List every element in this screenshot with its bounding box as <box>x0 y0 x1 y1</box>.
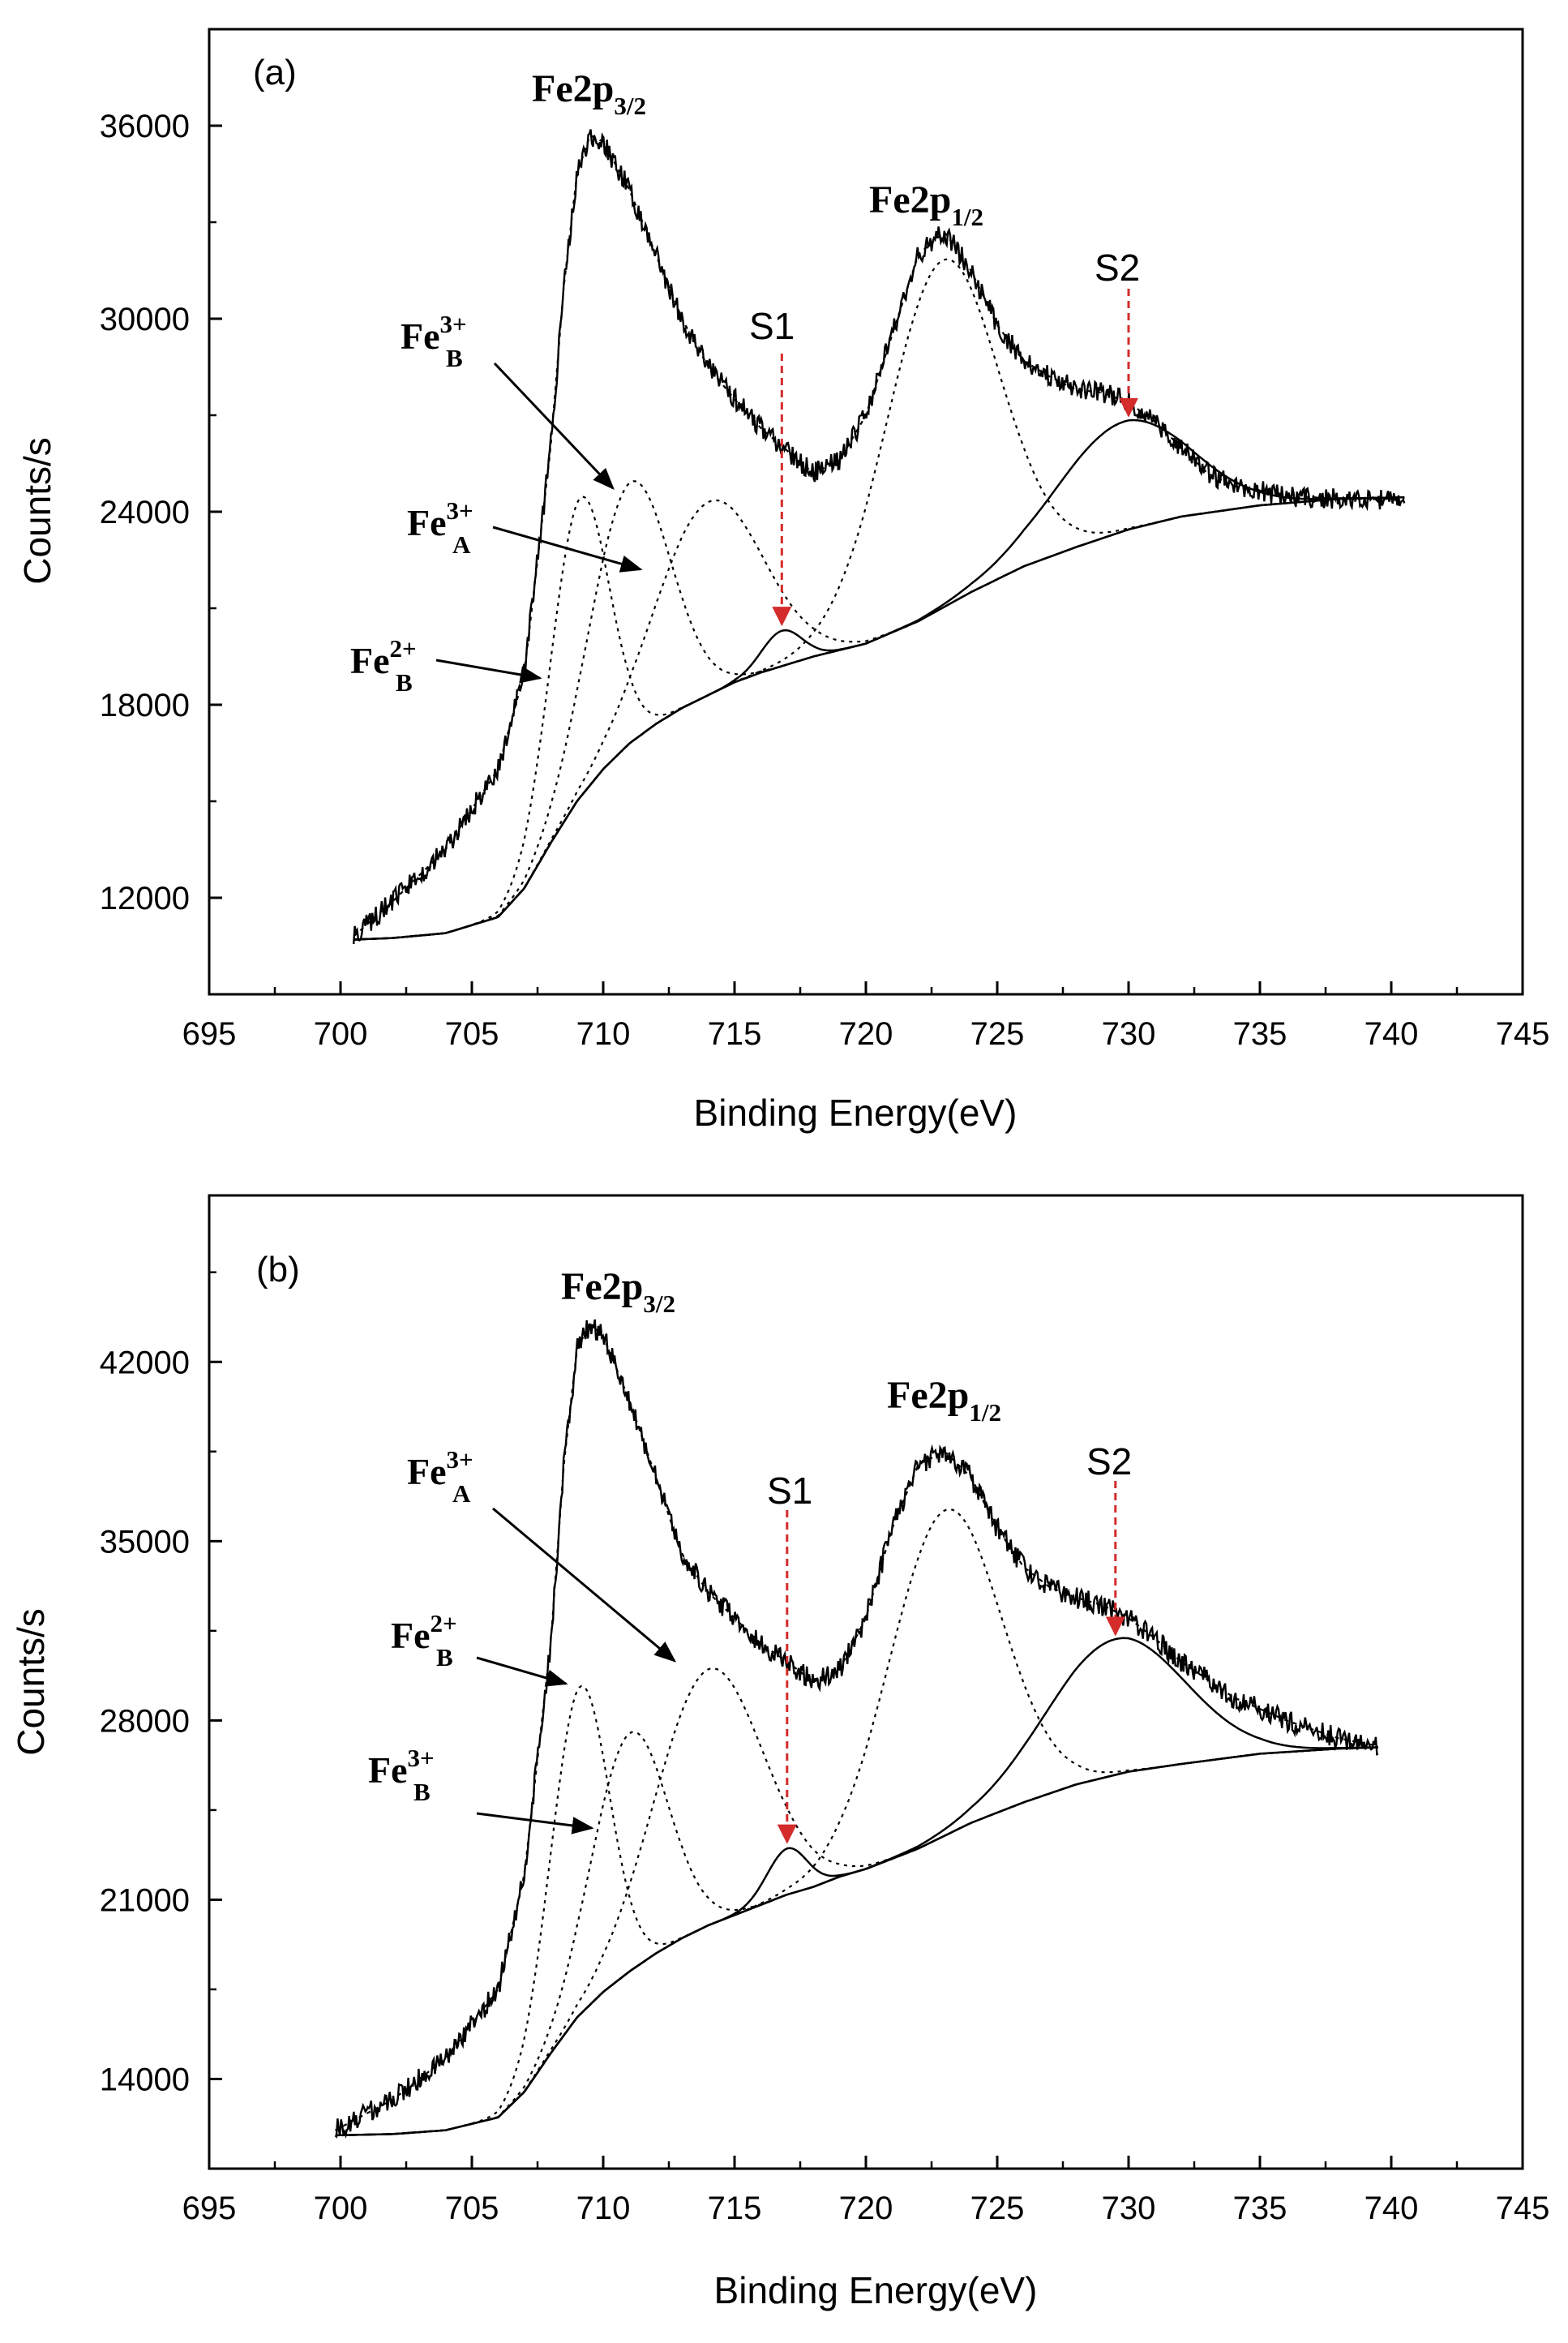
x-tick-label: 725 <box>970 2191 1025 2226</box>
fit-curves <box>353 129 1406 945</box>
fit-envelope <box>353 135 1405 938</box>
x-tick-label: 730 <box>1102 2191 1156 2226</box>
x-tick-label: 715 <box>708 2191 762 2226</box>
species-label-fe3-a: Fe3+ A <box>407 496 473 559</box>
experimental-spectrum <box>353 129 1406 945</box>
x-axis: 695 700 705 710 715 720 725 730 735 740 745 <box>182 981 1550 1052</box>
panel-b: 695 700 705 710 715 720 725 730 735 740 745 14000 2… <box>10 1194 1550 2311</box>
component-peak-fe-b- <box>335 1731 1378 2136</box>
x-tick-label: 725 <box>970 1016 1025 1052</box>
satellite-label-s2: S2 <box>1086 1440 1132 1483</box>
component-peak-fe-a- <box>335 1667 1378 2136</box>
x-tick-label: 705 <box>445 1016 499 1052</box>
x-tick-label: 740 <box>1365 1016 1419 1052</box>
fit-envelope <box>335 1323 1379 2131</box>
component-peak-s2 <box>353 418 1405 941</box>
x-axis: 695 700 705 710 715 720 725 730 735 740 745 <box>182 2156 1550 2226</box>
x-tick-label: 695 <box>182 2191 237 2226</box>
plot-frame <box>208 28 1524 996</box>
x-tick-label: 735 <box>1233 2191 1287 2226</box>
x-tick-label: 700 <box>314 2191 368 2226</box>
y-tick-label: 36000 <box>100 109 190 144</box>
component-peak-s1 <box>335 1746 1378 2137</box>
y-tick-label: 14000 <box>100 2062 190 2097</box>
panel-label: (a) <box>253 53 297 92</box>
component-peak-fe2p1-2 <box>353 258 1405 941</box>
pointer-arrow-fe3-b <box>493 362 615 490</box>
peak-label-fe2p32: Fe2p3/2 <box>532 67 646 120</box>
y-tick-label: 28000 <box>100 1703 190 1739</box>
pointer-arrow-fe3-a <box>492 1507 677 1663</box>
pointer-arrow-fe3-b <box>476 1812 594 1834</box>
peak-label-fe2p12: Fe2p1/2 <box>869 178 983 231</box>
y-tick-label: 21000 <box>100 1882 190 1918</box>
component-peak-s2 <box>335 1637 1378 2137</box>
species-label-fe3-b: Fe3+ B <box>368 1744 435 1806</box>
x-tick-label: 720 <box>839 2191 893 2226</box>
x-axis-title: Binding Energy(eV) <box>694 1092 1017 1134</box>
pointer-arrow-fe2-b <box>476 1656 568 1687</box>
y-axis: 12000 18000 24000 30000 36000 <box>100 28 222 916</box>
x-tick-label: 695 <box>182 1016 237 1052</box>
panel-a: 695 700 705 710 715 720 725 730 735 740 745 120001… <box>16 28 1550 1134</box>
x-tick-label: 710 <box>576 2191 631 2226</box>
y-tick-label: 18000 <box>100 688 190 723</box>
y-axis: 14000 21000 28000 35000 42000 <box>100 1271 222 2097</box>
species-label-fe3-a: Fe3+ A <box>407 1445 473 1508</box>
x-tick-label: 730 <box>1102 1016 1156 1052</box>
species-label-fe2-b: Fe2+ B <box>350 634 417 697</box>
y-tick-label: 24000 <box>100 495 190 530</box>
x-tick-label: 700 <box>314 1016 368 1052</box>
x-tick-label: 705 <box>445 2191 499 2226</box>
x-tick-label: 745 <box>1496 1016 1550 1052</box>
experimental-spectrum <box>334 1319 1379 2139</box>
x-tick-label: 720 <box>839 1016 893 1052</box>
panel-label: (b) <box>256 1250 300 1290</box>
component-peak-fe-a- <box>353 480 1405 941</box>
pointer-arrow-fe2-b <box>435 659 542 684</box>
background-curve <box>335 1746 1378 2137</box>
x-tick-label: 735 <box>1233 1016 1287 1052</box>
x-tick-label: 715 <box>708 1016 762 1052</box>
species-label-fe3-b: Fe3+ B <box>401 310 467 372</box>
y-tick-label: 35000 <box>100 1524 190 1560</box>
x-tick-label: 745 <box>1496 2191 1550 2226</box>
x-tick-label: 710 <box>576 1016 631 1052</box>
peak-label-fe2p12: Fe2p1/2 <box>887 1374 1001 1427</box>
component-peak-fe2p1-2 <box>335 1508 1378 2136</box>
fit-curves <box>334 1319 1379 2139</box>
y-axis-title: Counts/s <box>16 437 58 585</box>
y-tick-label: 30000 <box>100 302 190 337</box>
y-tick-label: 12000 <box>100 881 190 916</box>
x-axis-title: Binding Energy(eV) <box>714 2269 1038 2311</box>
y-tick-label: 42000 <box>100 1345 190 1380</box>
component-peak-fe-b- <box>335 1684 1378 2136</box>
pointer-arrow-fe3-a <box>492 526 643 573</box>
satellite-label-s1: S1 <box>767 1470 812 1512</box>
peak-label-fe2p32: Fe2p3/2 <box>561 1265 675 1318</box>
x-tick-label: 740 <box>1365 2191 1419 2226</box>
plot-frame <box>208 1194 1524 2170</box>
satellite-label-s1: S1 <box>749 305 795 347</box>
species-label-fe2-b: Fe2+ B <box>391 1609 457 1671</box>
y-axis-title: Counts/s <box>10 1608 52 1756</box>
satellite-label-s2: S2 <box>1095 247 1140 289</box>
